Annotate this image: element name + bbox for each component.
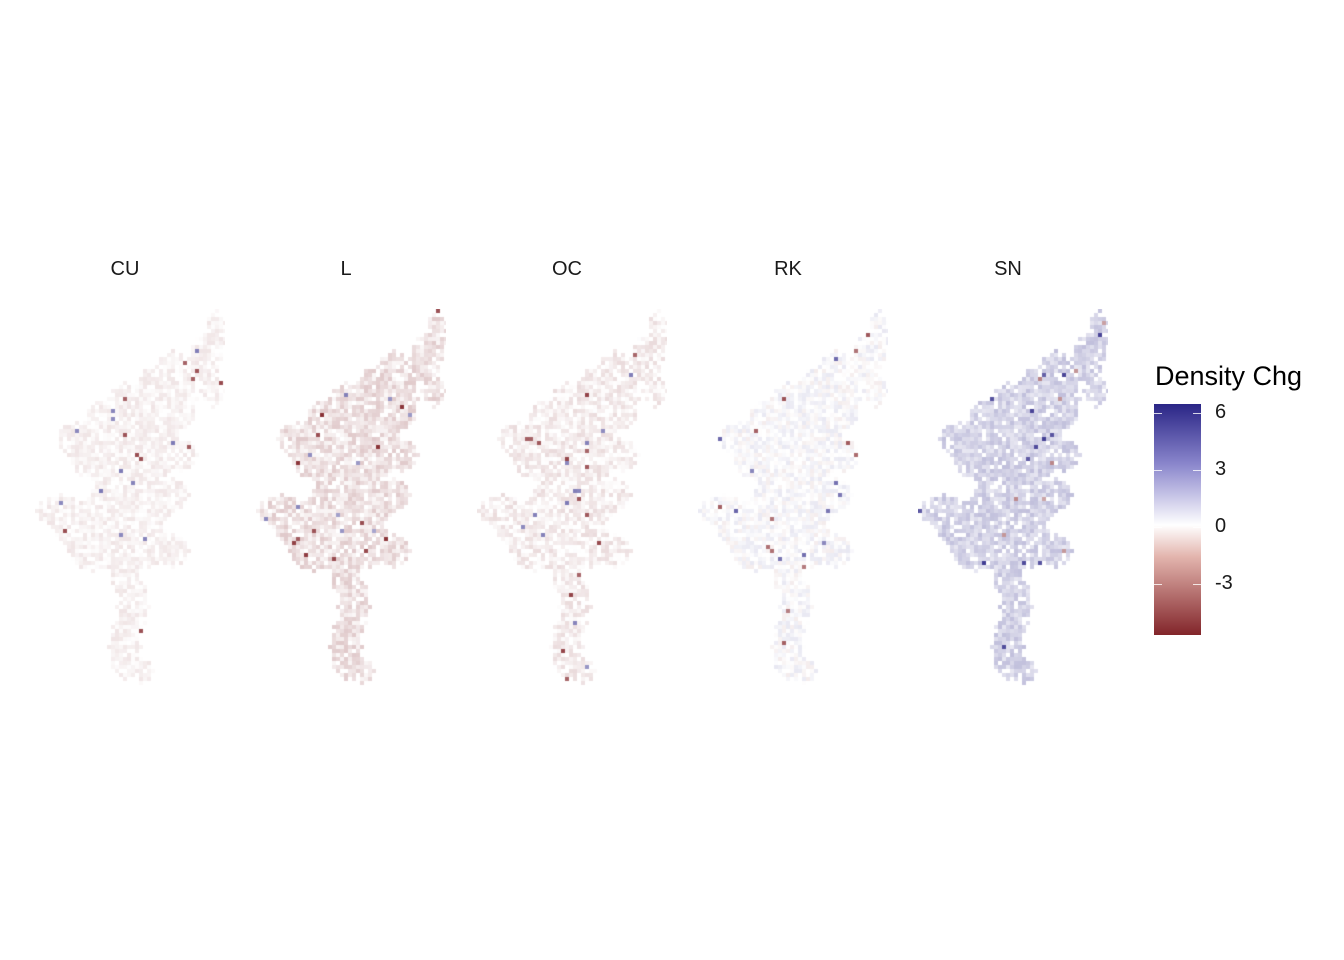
legend-tick [1193, 470, 1201, 472]
legend-colorbar [1154, 404, 1201, 635]
legend-tick-label: 6 [1215, 401, 1227, 424]
density-map [256, 309, 446, 689]
panel-title: RK [774, 258, 802, 280]
map-panel-rk: RK [688, 255, 888, 695]
legend-tick-label: 3 [1215, 458, 1227, 481]
legend-title: Density Chg [1155, 361, 1303, 391]
color-legend: Density Chg 6 3 0 -3 [1154, 360, 1344, 650]
legend-tick [1193, 527, 1201, 529]
legend-tick [1193, 413, 1201, 415]
density-map [918, 309, 1108, 689]
legend-tick [1193, 583, 1201, 585]
legend-tick-label: 0 [1215, 515, 1227, 538]
panel-title: CU [110, 258, 140, 280]
map-panel-l: L [246, 255, 446, 695]
density-map [477, 309, 667, 689]
map-panel-sn: SN [908, 255, 1108, 695]
legend-tick [1154, 527, 1162, 529]
legend-tick [1154, 413, 1162, 415]
density-map [698, 309, 888, 689]
map-panel-cu: CU [25, 255, 225, 695]
panel-title: OC [552, 258, 582, 280]
panel-title: SN [994, 258, 1022, 280]
legend-tick [1154, 583, 1162, 585]
legend-tick [1154, 470, 1162, 472]
map-panel-oc: OC [467, 255, 667, 695]
density-map [35, 309, 225, 689]
legend-tick-label: -3 [1215, 571, 1233, 594]
panel-title: L [340, 258, 352, 280]
